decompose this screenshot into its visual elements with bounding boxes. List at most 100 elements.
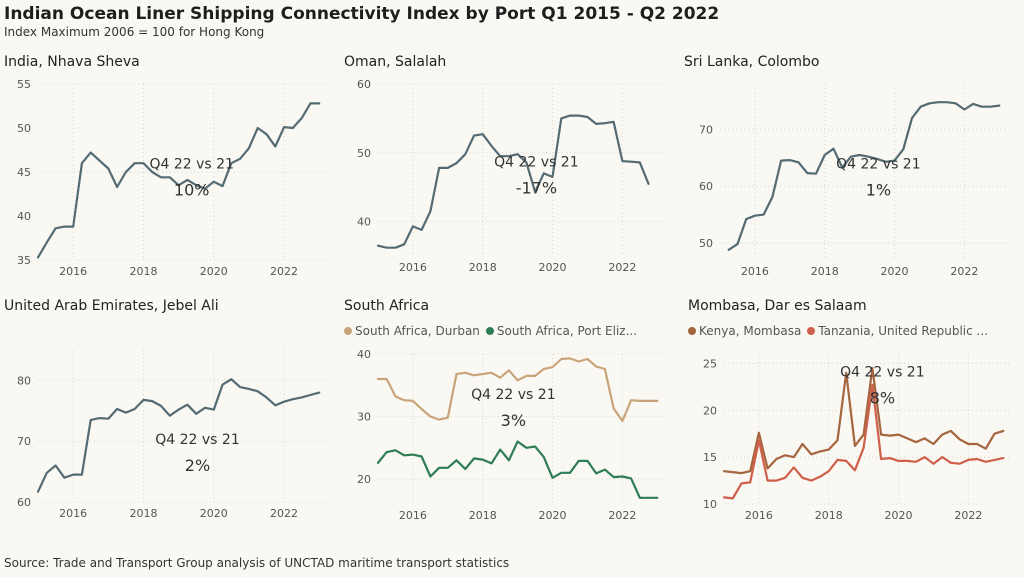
x-tick-label: 2018 bbox=[129, 507, 157, 520]
x-tick-label: 2016 bbox=[59, 507, 87, 520]
legend: South Africa, Durban South Africa, Port … bbox=[344, 324, 637, 338]
legend-item-durban: South Africa, Durban bbox=[344, 324, 480, 338]
annotation-value: 1% bbox=[866, 180, 891, 199]
legend-label: South Africa, Port Eliz... bbox=[496, 324, 638, 338]
plot-area: 2016 2018 2020 2022 60 70 80 Q4 22 vs 21 2% bbox=[17, 350, 328, 520]
series-line-2 bbox=[376, 440, 659, 499]
panel-title: Mombasa, Dar es Salaam bbox=[688, 298, 867, 314]
y-tick-label: 60 bbox=[357, 78, 371, 91]
plot-area: 2016 2018 2020 2022 40 50 60 Q4 22 vs 21 -17% bbox=[357, 78, 666, 274]
plot-area: 2016 2018 2020 2022 10 15 20 25 Q4 22 vs 21 8% bbox=[703, 354, 1012, 522]
legend-dot-icon bbox=[485, 327, 494, 335]
chart-subtitle: Index Maximum 2006 = 100 for Hong Kong bbox=[4, 25, 265, 39]
y-tick-label: 25 bbox=[703, 357, 717, 370]
y-tick-label: 45 bbox=[17, 166, 31, 179]
y-tick-label: 10 bbox=[703, 498, 717, 511]
y-tick-label: 30 bbox=[357, 411, 371, 424]
annotation-value: -17% bbox=[516, 179, 557, 198]
series-line-1 bbox=[376, 357, 659, 423]
y-tick-label: 55 bbox=[17, 78, 31, 91]
plot-area: 2016 2018 2020 2022 35 40 45 50 55 Q4 22 vs 21 10% bbox=[17, 78, 328, 278]
y-tick-label: 40 bbox=[17, 210, 31, 223]
series-line-1 bbox=[727, 101, 1001, 251]
annotation-label: Q4 22 vs 21 bbox=[836, 156, 921, 172]
x-tick-label: 2016 bbox=[741, 265, 769, 278]
legend-item-tanzania: Tanzania, United Republic ... bbox=[807, 324, 988, 338]
y-tick-label: 50 bbox=[357, 147, 371, 160]
y-tick-label: 50 bbox=[17, 122, 31, 135]
panel-title: United Arab Emirates, Jebel Ali bbox=[4, 298, 219, 314]
y-tick-label: 20 bbox=[703, 404, 717, 417]
legend-label: Kenya, Mombasa bbox=[699, 324, 802, 338]
x-tick-label: 2020 bbox=[200, 265, 228, 278]
x-tick-label: 2022 bbox=[270, 507, 298, 520]
y-tick-label: 40 bbox=[357, 348, 371, 361]
y-tick-label: 20 bbox=[357, 473, 371, 486]
annotation-label: Q4 22 vs 21 bbox=[155, 432, 240, 448]
x-tick-label: 2018 bbox=[469, 509, 497, 522]
series-line-1 bbox=[36, 102, 321, 259]
panel-title: South Africa bbox=[344, 298, 430, 314]
y-tick-label: 35 bbox=[17, 254, 31, 267]
panel-colombo: Sri Lanka, Colombo 2016 2018 2020 2022 50 60 7… bbox=[684, 54, 1020, 284]
y-tick-label: 70 bbox=[17, 435, 31, 448]
annotation-label: Q4 22 vs 21 bbox=[494, 155, 579, 171]
y-tick-label: 60 bbox=[699, 180, 713, 193]
x-tick-label: 2020 bbox=[539, 261, 567, 274]
panel-title: Sri Lanka, Colombo bbox=[684, 54, 820, 70]
panel-nhava-sheva: India, Nhava Sheva 2016 2018 2020 2022 35 40 4… bbox=[4, 54, 334, 284]
panel-title: India, Nhava Sheva bbox=[4, 54, 140, 70]
y-tick-label: 80 bbox=[17, 374, 31, 387]
x-tick-label: 2020 bbox=[200, 507, 228, 520]
x-tick-label: 2022 bbox=[950, 265, 978, 278]
legend: Kenya, Mombasa Tanzania, United Republic… bbox=[688, 324, 988, 338]
x-tick-label: 2016 bbox=[399, 509, 427, 522]
x-tick-label: 2020 bbox=[539, 509, 567, 522]
legend-item-mombasa: Kenya, Mombasa bbox=[688, 324, 801, 338]
x-tick-label: 2018 bbox=[129, 265, 157, 278]
series-line-1 bbox=[376, 114, 650, 249]
panel-salalah: Oman, Salalah 2016 2018 2020 2022 40 50 60 Q4 2… bbox=[344, 54, 674, 284]
x-tick-label: 2018 bbox=[815, 509, 843, 522]
panel-south-africa: South Africa South Africa, Durban South … bbox=[344, 298, 674, 532]
annotation-value: 8% bbox=[870, 389, 895, 408]
x-tick-label: 2020 bbox=[881, 265, 909, 278]
x-tick-label: 2018 bbox=[811, 265, 839, 278]
y-tick-label: 15 bbox=[703, 451, 717, 464]
series-line-1 bbox=[36, 378, 321, 493]
y-tick-label: 60 bbox=[17, 496, 31, 509]
legend-dot-icon bbox=[807, 327, 816, 335]
plot-area: 2016 2018 2020 2022 50 60 70 Q4 22 vs 21 1% bbox=[699, 84, 1008, 278]
legend-dot-icon bbox=[344, 327, 352, 335]
x-tick-label: 2022 bbox=[608, 261, 636, 274]
annotation-label: Q4 22 vs 21 bbox=[149, 156, 234, 172]
plot-area: 2016 2018 2020 2022 20 30 40 Q4 22 vs 21 3% bbox=[357, 348, 666, 522]
panel-title: Oman, Salalah bbox=[344, 54, 447, 70]
x-tick-label: 2016 bbox=[399, 261, 427, 274]
y-tick-label: 50 bbox=[699, 237, 713, 250]
series-line-2 bbox=[722, 383, 1005, 500]
x-tick-label: 2022 bbox=[608, 509, 636, 522]
legend-dot-icon bbox=[688, 327, 696, 335]
x-tick-label: 2018 bbox=[469, 261, 497, 274]
y-tick-label: 40 bbox=[357, 216, 371, 229]
legend-item-port-elizabeth: South Africa, Port Eliz... bbox=[485, 324, 638, 338]
annotation-value: 2% bbox=[185, 456, 210, 475]
annotation-label: Q4 22 vs 21 bbox=[840, 365, 925, 381]
annotation-value: 3% bbox=[501, 411, 526, 430]
x-tick-label: 2020 bbox=[885, 509, 913, 522]
series-line-1 bbox=[722, 366, 1005, 475]
annotation-value: 10% bbox=[174, 180, 210, 199]
x-tick-label: 2022 bbox=[270, 265, 298, 278]
panel-mombasa-dar: Mombasa, Dar es Salaam Kenya, Mombasa Ta… bbox=[688, 298, 1020, 532]
legend-label: Tanzania, United Republic ... bbox=[818, 324, 988, 338]
x-tick-label: 2016 bbox=[59, 265, 87, 278]
x-tick-label: 2022 bbox=[954, 509, 982, 522]
x-tick-label: 2016 bbox=[745, 509, 773, 522]
y-tick-label: 70 bbox=[699, 123, 713, 136]
panel-jebel-ali: United Arab Emirates, Jebel Ali 2016 2018… bbox=[4, 298, 334, 532]
legend-label: South Africa, Durban bbox=[355, 324, 480, 338]
source-note: Source: Trade and Transport Group analys… bbox=[4, 556, 510, 570]
chart-title: Indian Ocean Liner Shipping Connectivity… bbox=[4, 4, 720, 24]
annotation-label: Q4 22 vs 21 bbox=[471, 387, 556, 403]
